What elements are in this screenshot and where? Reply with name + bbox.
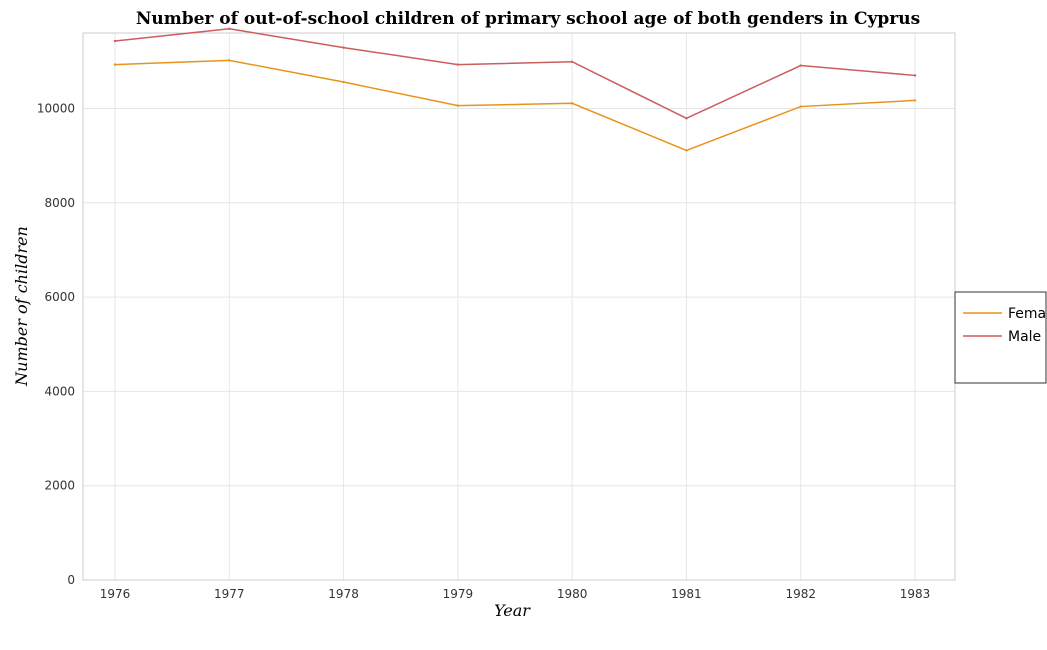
data-point-female: [342, 80, 345, 84]
data-point-male: [799, 64, 802, 67]
x-tick-label: 1976: [100, 587, 131, 601]
x-tick-label: 1981: [671, 587, 702, 601]
x-tick-label: 1982: [785, 587, 816, 601]
chart-title: Number of out-of-school children of prim…: [136, 9, 920, 29]
data-point-female: [570, 102, 574, 105]
legend-label-female: Female: [1008, 306, 1047, 322]
data-point-male: [342, 46, 345, 49]
x-axis-label: Year: [494, 601, 531, 620]
y-tick-label: 0: [67, 573, 75, 587]
legend-box: [954, 291, 1047, 384]
x-tick-label: 1983: [900, 587, 931, 601]
data-point-female: [456, 104, 460, 107]
x-tick-label: 1978: [328, 587, 359, 601]
y-tick-label: 8000: [44, 196, 75, 210]
data-point-female: [685, 149, 688, 152]
y-tick-label: 2000: [44, 479, 75, 493]
data-point-female: [799, 105, 802, 108]
legend-label-male: Male: [1008, 329, 1041, 345]
y-axis-ticks: 0 2000 4000 6000 8000 10000: [37, 101, 75, 587]
x-tick-label: 1979: [443, 587, 474, 601]
data-point-female: [913, 99, 917, 102]
data-point-male: [456, 63, 460, 66]
data-point-male: [570, 60, 574, 63]
x-axis-ticks: 1976 1977 1978 1979 1980 1981 1982 1983: [100, 587, 931, 601]
grid: [83, 33, 955, 581]
data-point-male: [228, 27, 231, 30]
legend: Female Male: [954, 291, 1047, 384]
data-point-male: [113, 39, 117, 43]
series-line-male: [114, 27, 916, 120]
data-point-female: [228, 59, 231, 62]
y-tick-label: 6000: [44, 290, 75, 304]
data-point-female: [113, 63, 117, 66]
data-point-male: [685, 117, 688, 120]
series-line-female: [114, 59, 916, 152]
y-tick-label: 4000: [44, 384, 75, 398]
series-lines: [113, 27, 917, 152]
x-tick-label: 1977: [214, 587, 245, 601]
data-point-male: [913, 74, 917, 77]
x-tick-label: 1980: [557, 587, 588, 601]
plot-frame: [82, 32, 956, 581]
y-tick-label: 10000: [37, 101, 75, 115]
y-axis-label: Number of children: [12, 226, 31, 387]
